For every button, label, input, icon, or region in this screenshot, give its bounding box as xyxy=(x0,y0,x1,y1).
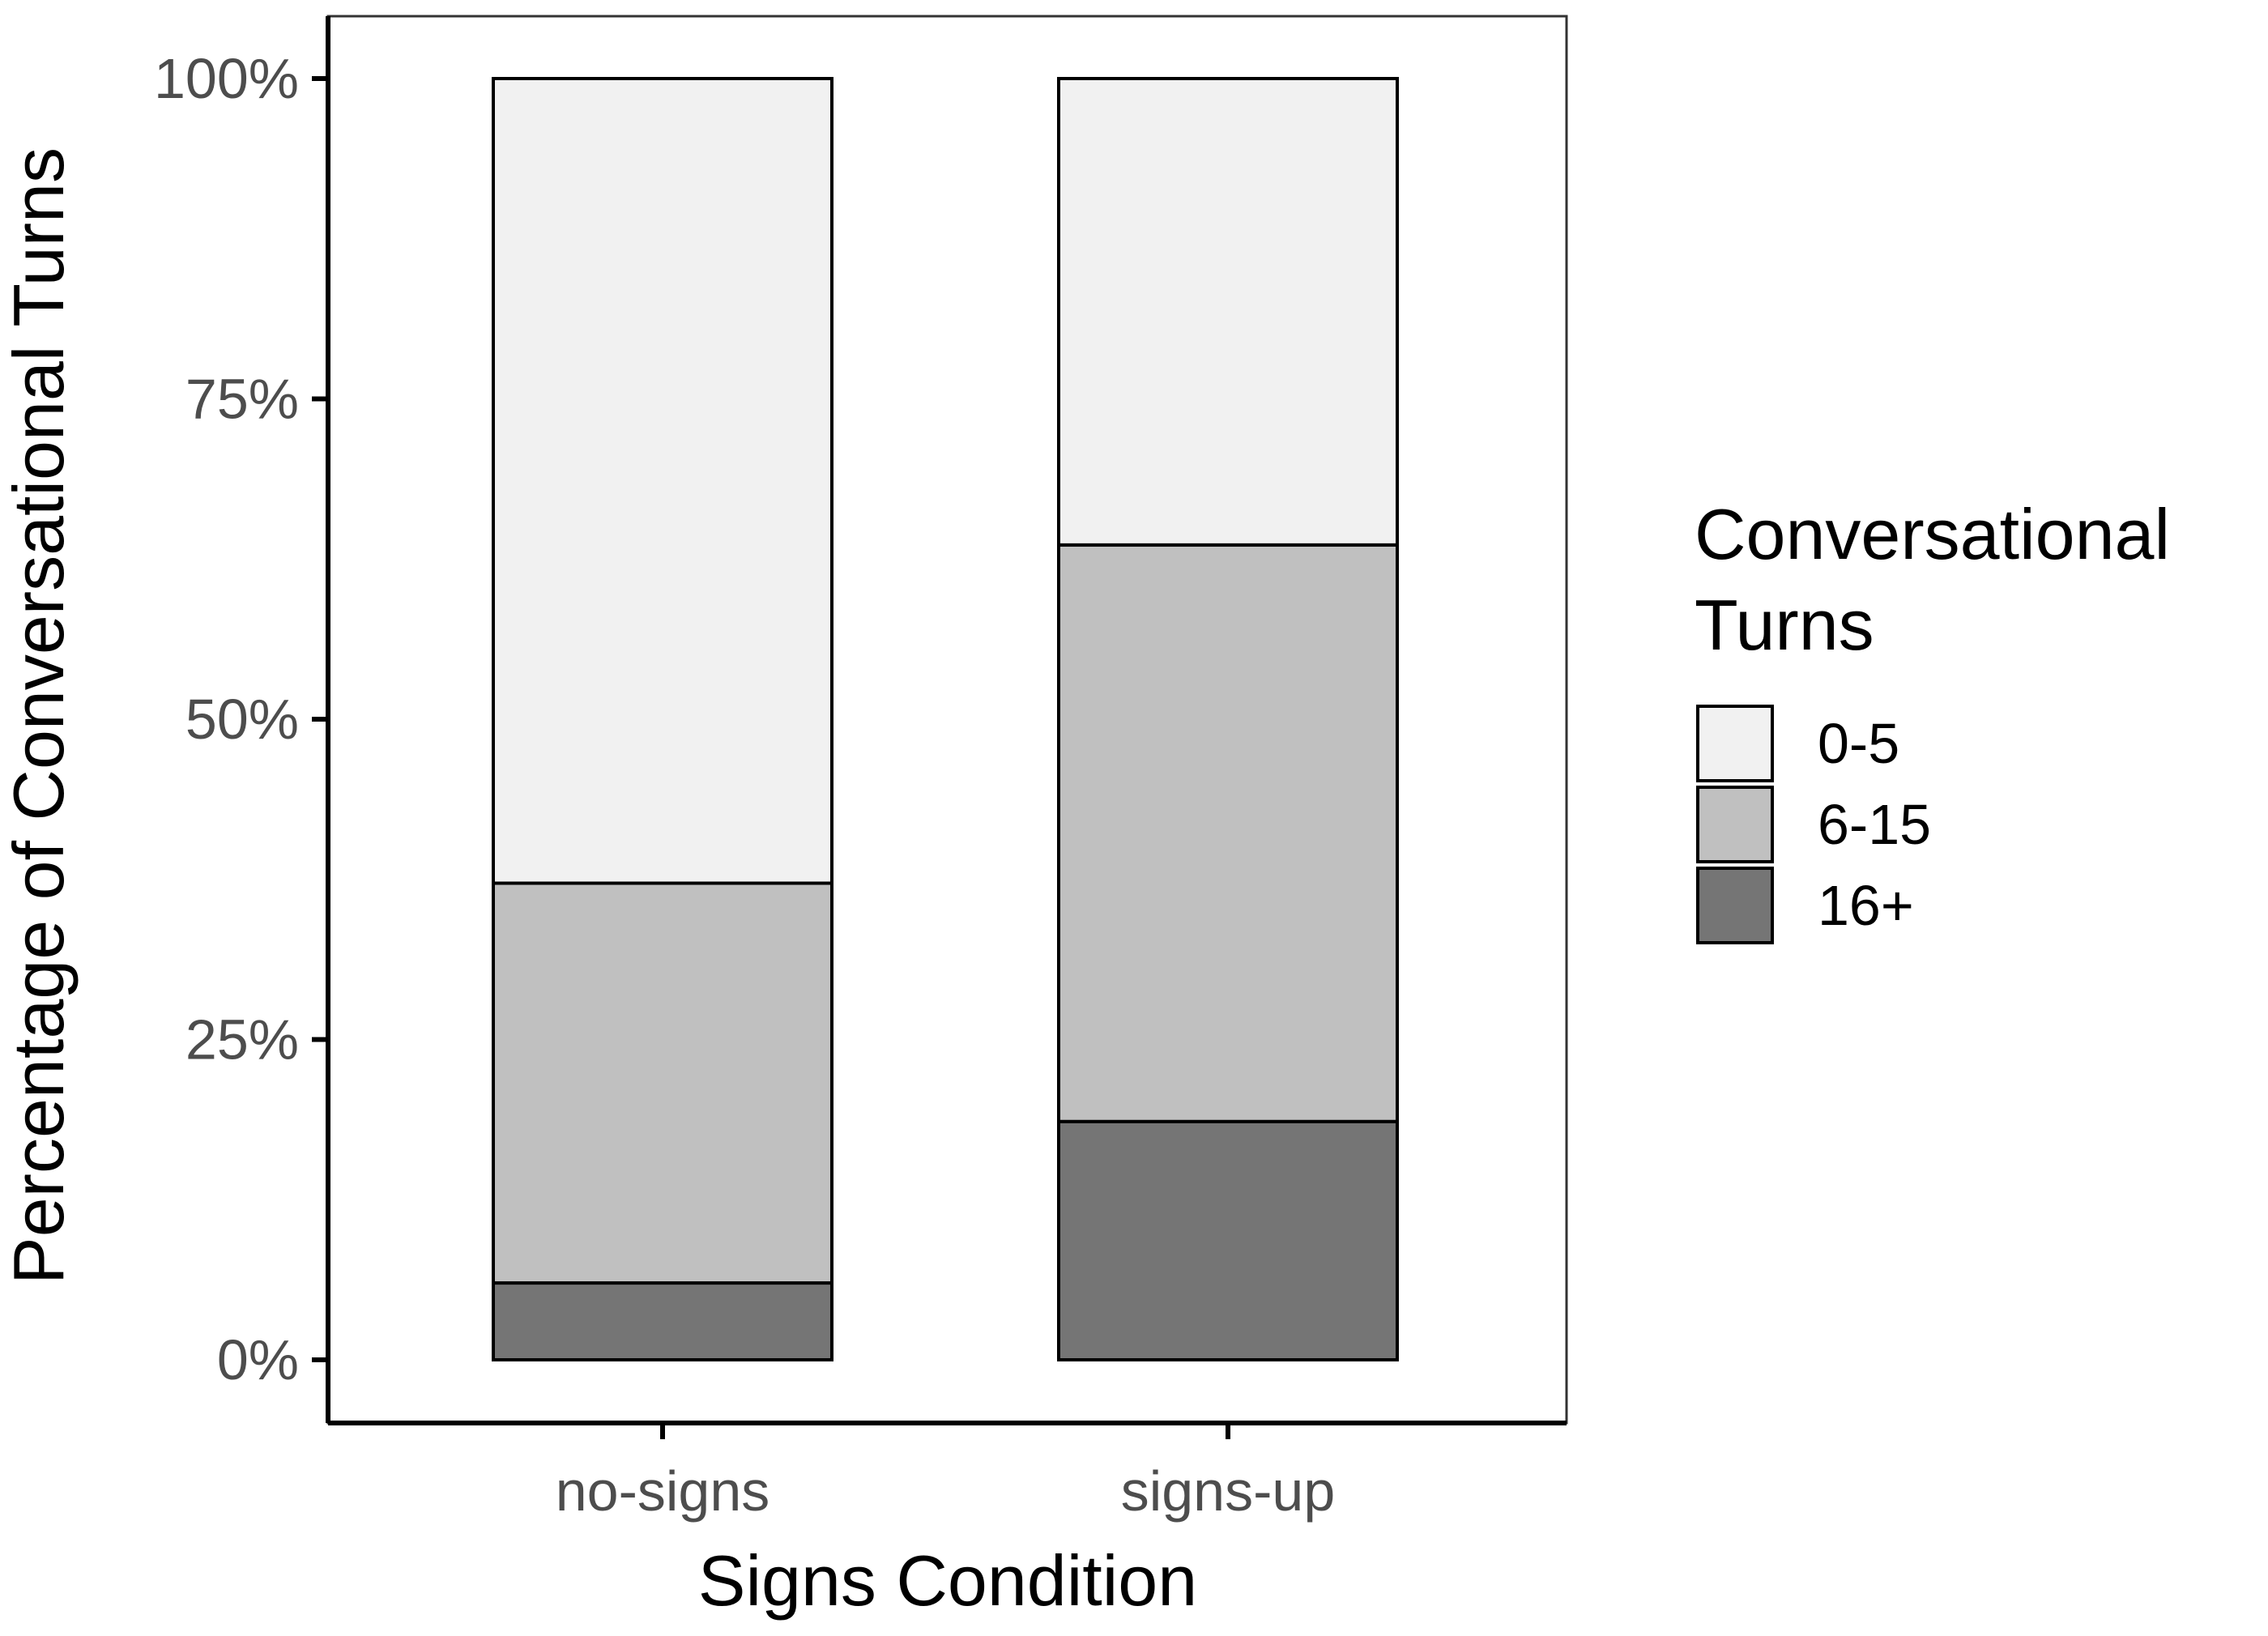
y-axis-title: Percentage of Conversational Turns xyxy=(0,147,79,1285)
legend-key-16plus xyxy=(1696,867,1774,944)
legend-key-0-5 xyxy=(1696,705,1774,782)
legend-label-0-5: 0-5 xyxy=(1818,712,1899,775)
legend-key-6-15 xyxy=(1696,786,1774,863)
bars-group xyxy=(492,77,1399,1362)
x-tick-label: no-signs xyxy=(556,1459,770,1523)
y-tick-label: 75% xyxy=(185,368,299,431)
y-tick-label: 50% xyxy=(185,688,299,751)
x-axis: no-signs signs-up xyxy=(328,1421,1567,1523)
legend: Conversational Turns 0-5 6-15 16+ xyxy=(1695,494,2170,944)
x-tick-label: signs-up xyxy=(1121,1459,1336,1523)
bar-segment-no-signs-0-5 xyxy=(492,77,833,885)
y-axis: 0% 25% 50% 75% 100% xyxy=(154,16,330,1423)
legend-title-line-1: Conversational xyxy=(1695,494,2170,574)
y-tick-label: 100% xyxy=(154,47,299,110)
y-tick-label: 25% xyxy=(185,1008,299,1071)
bar-segment-signs-up-0-5 xyxy=(1057,77,1399,547)
bar-segment-no-signs-16plus xyxy=(492,1281,833,1361)
legend-label-6-15: 6-15 xyxy=(1818,793,1931,856)
legend-label-16plus: 16+ xyxy=(1818,874,1914,937)
bar-segment-signs-up-16plus xyxy=(1057,1119,1399,1362)
legend-title-line-2: Turns xyxy=(1695,585,1874,665)
y-tick-label: 0% xyxy=(217,1328,299,1391)
x-axis-title: Signs Condition xyxy=(698,1540,1197,1621)
bar-segment-signs-up-6-15 xyxy=(1057,543,1399,1123)
bar-segment-no-signs-6-15 xyxy=(492,881,833,1285)
